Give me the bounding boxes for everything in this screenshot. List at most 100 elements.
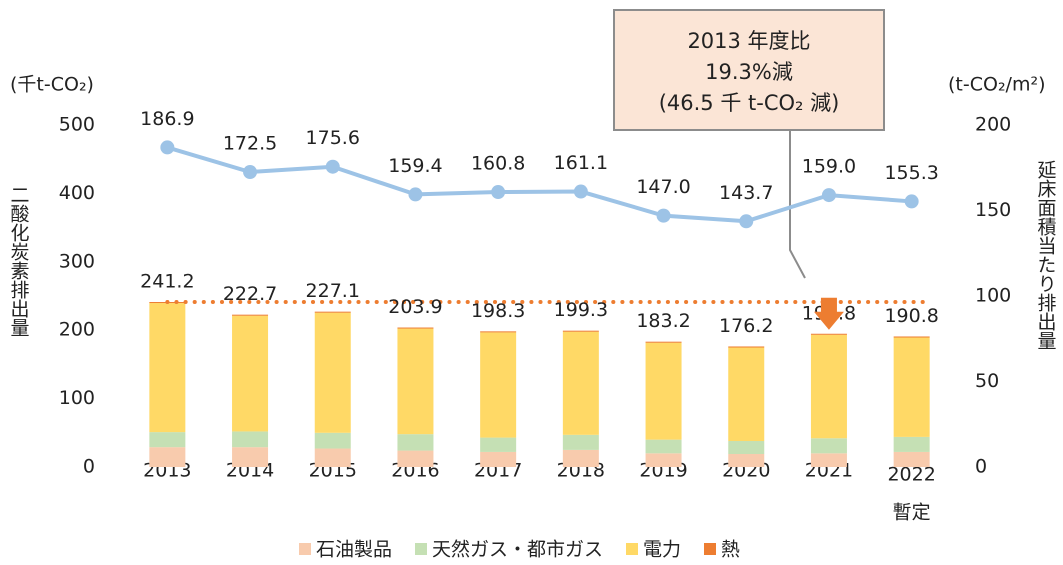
total-label: 183.2 <box>636 310 690 332</box>
bar-segment <box>480 331 517 333</box>
line-point <box>408 187 423 202</box>
bar-segment <box>232 447 269 467</box>
bar-segment <box>562 330 599 332</box>
line-label: 147.0 <box>636 176 690 198</box>
y2-tick-label: 0 <box>975 456 987 478</box>
y-axis-label: 二酸化炭素排出量 <box>8 185 30 337</box>
y2-axis-label: 延床面積当たり排出量 <box>1035 160 1057 350</box>
bar-segment <box>562 449 599 467</box>
total-label: 227.1 <box>306 280 360 302</box>
bar-segment <box>728 454 765 467</box>
line-label: 175.6 <box>306 127 360 149</box>
line-point <box>160 140 175 155</box>
bar-segment <box>149 303 186 433</box>
y-unit: (千t-CO₂) <box>10 74 94 96</box>
y2-tick-label: 200 <box>975 114 1011 136</box>
legend-label: 熱 <box>721 539 740 561</box>
y-tick-label: 200 <box>59 319 95 341</box>
bar-segment <box>314 312 351 433</box>
bar-segment <box>397 328 434 435</box>
total-label: 203.9 <box>388 296 442 318</box>
line-label: 160.8 <box>471 153 525 175</box>
total-label: 222.7 <box>223 283 277 305</box>
y-tick-label: 100 <box>59 387 95 409</box>
bar-segment <box>645 341 682 343</box>
bar-segment <box>480 332 517 438</box>
bar-segment <box>893 436 930 452</box>
legend-swatch <box>704 543 716 555</box>
bar-segment <box>810 438 847 454</box>
legend-swatch <box>626 543 638 555</box>
line-point <box>739 214 754 229</box>
legend-swatch <box>415 543 427 555</box>
line-point <box>243 165 258 180</box>
bar-segment <box>149 432 186 448</box>
line <box>166 145 912 224</box>
bar-segment <box>728 347 765 442</box>
line-label: 161.1 <box>554 152 608 174</box>
callout-text: 19.3%減 <box>705 60 793 84</box>
bar-segment <box>232 314 269 316</box>
bar-segment <box>480 437 517 452</box>
legend-swatch <box>299 543 311 555</box>
bar-segment <box>562 331 599 435</box>
bar-segment <box>314 311 351 313</box>
x-tick-note: 暫定 <box>893 502 931 524</box>
line-label: 159.4 <box>388 155 442 177</box>
line-point <box>573 184 588 199</box>
line-label: 186.9 <box>140 108 194 130</box>
legend-label: 天然ガス・都市ガス <box>432 539 603 561</box>
line-point <box>904 194 919 209</box>
y-tick-label: 0 <box>83 456 95 478</box>
bar-segment <box>397 327 434 329</box>
bar-segment <box>893 337 930 437</box>
callout-pointer <box>789 130 806 279</box>
legend-label: 電力 <box>643 539 681 561</box>
callout-text: 2013 年度比 <box>687 29 810 53</box>
bar-segment <box>645 453 682 467</box>
total-label: 198.3 <box>471 300 525 322</box>
line-label: 155.3 <box>884 162 938 184</box>
bar-segment <box>562 434 599 450</box>
total-label: 176.2 <box>719 315 773 337</box>
y-tick-label: 500 <box>59 114 95 136</box>
bar-segment <box>893 336 930 338</box>
bar-segment <box>314 432 351 449</box>
line-point <box>821 188 836 203</box>
bar-segment <box>645 439 682 454</box>
line-point <box>325 159 340 174</box>
total-label: 190.8 <box>884 305 938 327</box>
bar-segment <box>232 315 269 432</box>
total-label: 199.3 <box>554 299 608 321</box>
bar-segment <box>645 342 682 440</box>
bar-segment <box>893 451 930 467</box>
bar-segment <box>397 434 434 451</box>
y2-tick-label: 100 <box>975 285 1011 307</box>
line-label: 172.5 <box>223 133 277 155</box>
line-point <box>656 208 671 223</box>
bar-segment <box>314 448 351 467</box>
y2-unit: (t-CO₂/m²) <box>948 74 1046 96</box>
line-label: 159.0 <box>802 156 856 178</box>
bar-segment <box>810 334 847 439</box>
line-label: 143.7 <box>719 182 773 204</box>
total-label: 241.2 <box>140 271 194 293</box>
line-point <box>491 185 506 200</box>
y2-tick-label: 150 <box>975 199 1011 221</box>
callout-box <box>613 9 885 131</box>
bar-segment <box>728 441 765 455</box>
callout-text: (46.5 千 t-CO₂ 減) <box>659 91 840 115</box>
legend-label: 石油製品 <box>316 539 392 561</box>
bar-segment <box>232 431 269 448</box>
x-tick-label: 2022 <box>887 464 935 486</box>
y-tick-label: 400 <box>59 182 95 204</box>
bar-segment <box>810 453 847 467</box>
arrow <box>813 297 844 330</box>
bar-segment <box>397 450 434 467</box>
bar-segment <box>480 451 517 467</box>
y-tick-label: 300 <box>59 250 95 272</box>
bar-segment <box>149 447 186 467</box>
bar-segment <box>728 346 765 348</box>
y2-tick-label: 50 <box>975 370 999 392</box>
